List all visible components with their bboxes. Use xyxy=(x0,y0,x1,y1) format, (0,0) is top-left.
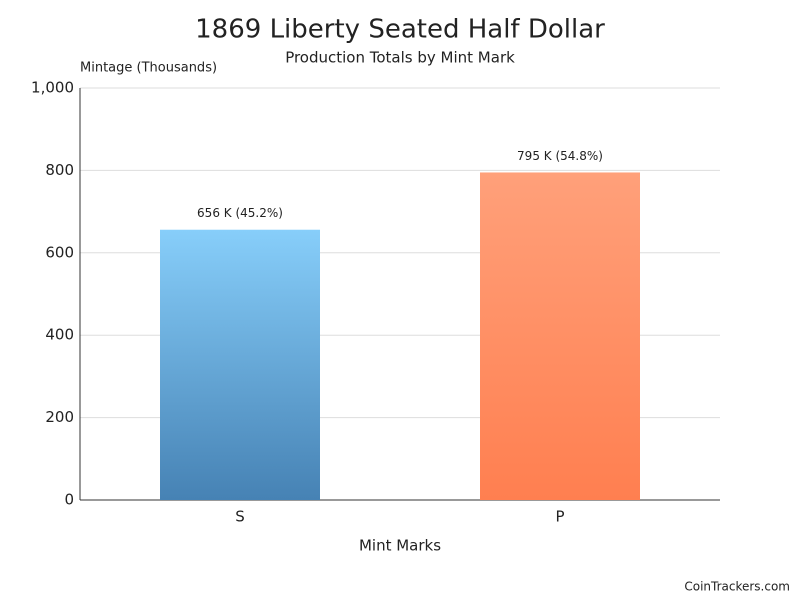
y-tick-label: 400 xyxy=(45,326,74,344)
y-tick-label: 200 xyxy=(45,408,74,426)
data-label: 656 K (45.2%) xyxy=(197,206,283,220)
x-tick-label: S xyxy=(235,508,245,526)
chart-subtitle: Production Totals by Mint Mark xyxy=(285,49,515,67)
y-tick-label: 1,000 xyxy=(31,79,74,97)
credit: CoinTrackers.com xyxy=(684,580,790,594)
x-tick-label: P xyxy=(555,508,564,526)
y-axis-label: Mintage (Thousands) xyxy=(80,61,217,76)
bar xyxy=(480,172,640,500)
y-tick-label: 0 xyxy=(64,491,74,509)
data-label: 795 K (54.8%) xyxy=(517,149,603,163)
y-tick-label: 600 xyxy=(45,243,74,261)
chart-title: 1869 Liberty Seated Half Dollar xyxy=(195,15,605,45)
bar xyxy=(160,230,320,500)
y-tick-label: 800 xyxy=(45,161,74,179)
x-axis-label: Mint Marks xyxy=(359,537,441,555)
